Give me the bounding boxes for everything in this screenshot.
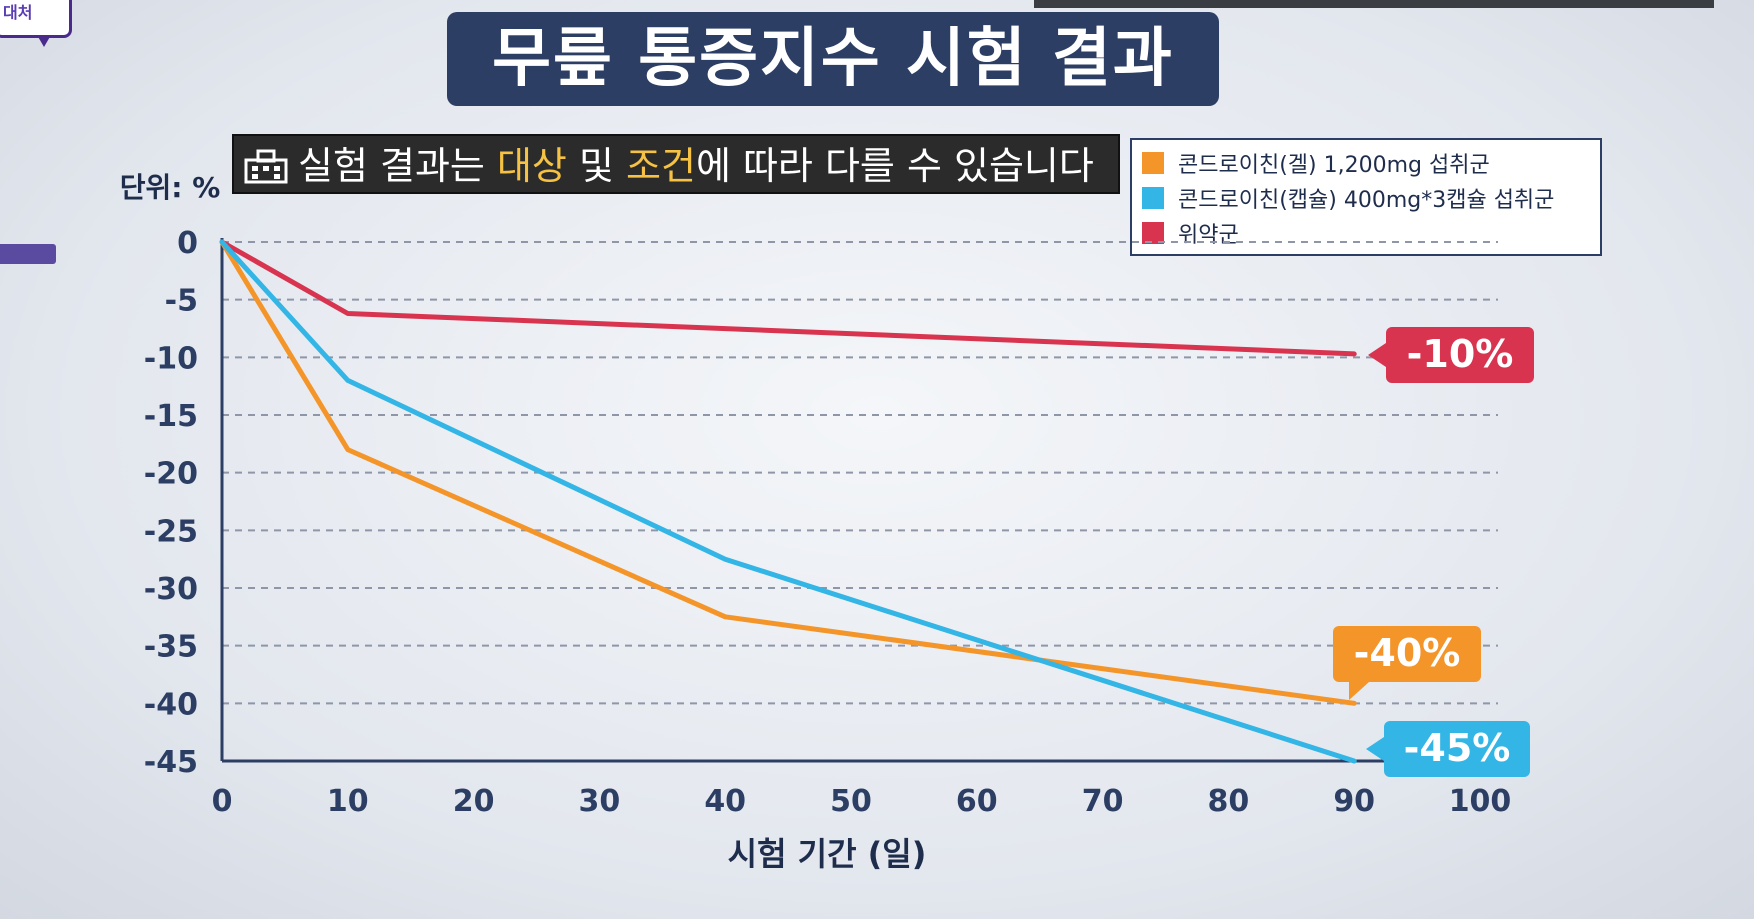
- callout-box: [1333, 626, 1481, 682]
- y-tick-label: -10: [144, 341, 198, 376]
- legend-item-gel: 콘드로이친(겔) 1,200mg 섭취군: [1142, 148, 1490, 178]
- x-tick-label: 0: [212, 784, 233, 819]
- x-tick-label: 10: [327, 784, 369, 819]
- legend-swatch-capsule: [1142, 187, 1164, 209]
- notice-text-mid: 및: [566, 144, 627, 188]
- y-tick-label: -20: [144, 457, 198, 492]
- notice-highlight-subject: 대상: [496, 144, 567, 188]
- callout-value: -10%: [1407, 332, 1514, 376]
- y-tick-label: -15: [144, 399, 198, 434]
- x-tick-label: 90: [1333, 784, 1375, 819]
- y-tick-label: -5: [165, 284, 198, 319]
- legend-label-capsule: 콘드로이친(캡슐) 400mg*3캡슐 섭취군: [1178, 188, 1555, 213]
- callout-tail: [1368, 343, 1386, 367]
- chart-series: [219, 239, 1357, 764]
- y-tick-label: -35: [144, 630, 198, 665]
- x-tick-label: 50: [830, 784, 872, 819]
- callout-value: -40%: [1354, 631, 1461, 675]
- chart-axes: [220, 238, 1498, 763]
- callout-1: -45%: [1366, 721, 1530, 777]
- legend-label-gel: 콘드로이친(겔) 1,200mg 섭취군: [1178, 153, 1490, 178]
- chart-grid: [222, 241, 1498, 705]
- callout-2: -10%: [1368, 327, 1534, 383]
- notice-banner: 실험 결과는 대상 및 조건에 따라 다를 수 있습니다: [232, 134, 1120, 194]
- callout-value: -45%: [1404, 726, 1511, 770]
- corner-badge-text: 대처: [3, 3, 33, 22]
- legend-item-placebo: 위약군: [1142, 218, 1239, 248]
- unit-label: 단위: %: [120, 171, 221, 204]
- callout-box: [1384, 721, 1530, 777]
- legend-label-placebo: 위약군: [1178, 223, 1239, 248]
- callout-tail: [1366, 737, 1384, 761]
- notice-text-after: 에 따라 다를 수 있습니다: [695, 144, 1094, 188]
- x-tick-label: 20: [453, 784, 495, 819]
- series-line-2: [219, 239, 1357, 357]
- building-icon: [244, 149, 288, 184]
- page-title: 무릎 통증지수 시험 결과: [447, 12, 1219, 106]
- legend-item-capsule: 콘드로이친(캡슐) 400mg*3캡슐 섭취군: [1142, 183, 1554, 213]
- notice-highlight-condition: 조건: [626, 144, 696, 188]
- corner-speech-bubble: 대처: [0, 0, 72, 47]
- chart-legend: 콘드로이친(겔) 1,200mg 섭취군 콘드로이친(캡슐) 400mg*3캡슐…: [1130, 138, 1602, 256]
- chart-callouts: -10% -40% -45%: [1333, 327, 1534, 777]
- x-tick-label: 30: [579, 784, 621, 819]
- legend-swatch-placebo: [1142, 222, 1164, 244]
- y-tick-label: 0: [177, 226, 198, 261]
- callout-0: -40%: [1333, 626, 1481, 700]
- y-tick-label: -30: [144, 572, 198, 607]
- y-tick-label: -25: [144, 514, 198, 549]
- x-tick-label: 100: [1449, 784, 1512, 819]
- y-tick-label: -40: [144, 687, 198, 722]
- callout-box: [1386, 327, 1534, 383]
- left-edge-tag: [0, 244, 56, 264]
- legend-swatch-gel: [1142, 152, 1164, 174]
- chart-ticks: 0 -5 -10 -15 -20 -25 -30 -35 -40 -45 0 10 20 30 40 50 60…: [144, 226, 1512, 819]
- top-bar: [1034, 0, 1714, 8]
- x-tick-label: 40: [704, 784, 746, 819]
- x-tick-label: 60: [956, 784, 998, 819]
- notice-text-before: 실험 결과는: [298, 144, 497, 188]
- x-tick-label: 80: [1208, 784, 1250, 819]
- callout-tail: [1349, 682, 1369, 700]
- y-tick-label: -45: [144, 745, 198, 780]
- x-axis-title: 시험 기간 (일): [728, 835, 927, 873]
- x-tick-label: 70: [1082, 784, 1124, 819]
- series-line-1: [219, 239, 1357, 764]
